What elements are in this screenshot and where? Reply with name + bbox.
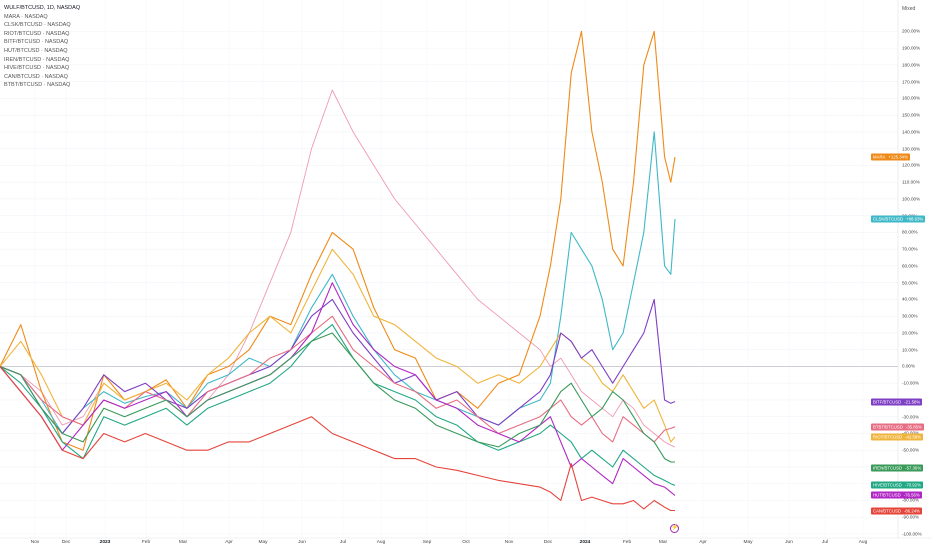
y-tick-label: -100.00% — [902, 531, 922, 537]
series-tag-name: CLSK/BTCUSD — [873, 216, 904, 222]
y-tick-label: -10.00% — [902, 380, 920, 386]
x-tick-label: Dec — [61, 540, 71, 545]
series-line-can[interactable] — [0, 366, 675, 512]
series-tag-name: BTBT/BTCUSD — [873, 424, 903, 430]
series-tag-value: +88.63% — [906, 216, 924, 222]
series-tag-value: -21.58% — [904, 399, 921, 405]
legend-item[interactable]: CAN/BTCUSD · NASDAQ — [4, 73, 68, 80]
y-tick-label: -90.00% — [902, 514, 920, 520]
scale-mode-label[interactable]: Mixed — [902, 6, 916, 12]
x-tick-label: Mar — [658, 540, 668, 545]
x-tick-label: Aug — [376, 540, 386, 545]
series-tag-value: -86.24% — [903, 508, 920, 514]
y-tick-label: -50.00% — [902, 447, 920, 453]
y-tick-label: 190.00% — [902, 45, 921, 51]
series-tag-value: -57.36% — [905, 465, 922, 471]
x-tick-label: Jun — [785, 540, 793, 545]
y-tick-label: 30.00% — [902, 313, 918, 319]
x-tick-label: Mar — [178, 540, 188, 545]
y-tick-label: 100.00% — [902, 196, 921, 202]
y-tick-label: 70.00% — [902, 246, 918, 252]
x-tick-label: Apr — [699, 540, 707, 545]
y-tick-label: 110.00% — [902, 179, 920, 185]
y-tick-label: 10.00% — [902, 347, 918, 353]
legend-item[interactable]: BTBT/BTCUSD · NASDAQ — [4, 82, 71, 89]
x-tick-label: Aug — [858, 540, 868, 545]
lightning-icon[interactable]: ⚡ — [670, 524, 679, 533]
legend-item[interactable]: HUT/BTCUSD · NASDAQ — [4, 47, 68, 54]
x-tick-label: Dec — [543, 540, 553, 545]
x-tick-label: Oct — [462, 540, 470, 545]
x-tick-label: Feb — [141, 540, 151, 545]
y-tick-label: 130.00% — [902, 146, 921, 152]
x-tick-label: 2024 — [579, 540, 591, 545]
legend-main-symbol[interactable]: WULF/BTCUSD, 1D, NASDAQ — [4, 5, 81, 11]
legend-item[interactable]: RIOT/BTCUSD · NASDAQ — [4, 30, 70, 37]
series-tag-iren[interactable]: IREN/BTCUSD -57.36% — [871, 464, 924, 472]
x-tick-label: Jul — [339, 540, 347, 545]
y-tick-label: 50.00% — [902, 280, 918, 286]
series-tag-name: IREN/BTCUSD — [873, 465, 903, 471]
series-tag-can[interactable]: CAN/BTCUSD -86.24% — [871, 507, 922, 515]
series-tag-hive[interactable]: HIVE/BTCUSD -70.92% — [871, 481, 923, 489]
series-tag-value: -70.92% — [904, 482, 921, 488]
x-tick-label: Nov — [30, 540, 40, 545]
series-line-hut[interactable] — [0, 282, 676, 496]
x-tick-label: May — [258, 540, 268, 545]
legend-item[interactable]: BITF/BTCUSD · NASDAQ — [4, 39, 69, 46]
series-tag-name: MARA — [873, 154, 886, 160]
y-tick-label: 160.00% — [902, 95, 921, 101]
series-tag-bitf[interactable]: BITF/BTCUSD -21.58% — [871, 398, 923, 406]
y-tick-label: 0.00% — [902, 363, 916, 369]
series-tag-value: +125.34% — [888, 154, 908, 160]
x-tick-label: May — [743, 540, 753, 545]
series-tag-btbt[interactable]: BTBT/BTCUSD -35.85% — [871, 423, 924, 431]
series-tag-clsk[interactable]: CLSK/BTCUSD +88.63% — [871, 215, 926, 223]
y-tick-label: 20.00% — [902, 330, 918, 336]
series-line-btbt[interactable] — [0, 315, 676, 443]
series-tag-hut[interactable]: HUT/BTCUSD -76.56% — [871, 491, 922, 499]
legend-item[interactable]: CLSK/BTCUSD · NASDAQ — [4, 22, 71, 29]
y-tick-label: 80.00% — [902, 229, 918, 235]
series-layer — [0, 30, 676, 512]
y-tick-label: 150.00% — [902, 112, 921, 118]
y-tick-label: 120.00% — [902, 162, 921, 168]
series-tag-name: RIOT/BTCUSD — [873, 434, 903, 440]
series-tag-name: HUT/BTCUSD — [873, 492, 901, 498]
y-tick-label: -80.00% — [902, 497, 920, 503]
x-tick-label: Feb — [622, 540, 632, 545]
chart-legend: WULF/BTCUSD, 1D, NASDAQ MARA · NASDAQ CL… — [4, 4, 80, 90]
y-tick-label: -30.00% — [902, 414, 920, 420]
series-tag-mara[interactable]: MARA +125.34% — [871, 153, 910, 161]
legend-item[interactable]: HIVE/BTCUSD · NASDAQ — [4, 65, 70, 72]
series-tag-name: BITF/BTCUSD — [873, 399, 902, 405]
series-tag-value: -35.85% — [905, 424, 922, 430]
series-tag-value: -42.58% — [905, 434, 922, 440]
y-tick-label: 180.00% — [902, 62, 921, 68]
series-tag-name: HIVE/BTCUSD — [873, 482, 902, 488]
y-tick-label: 200.00% — [902, 28, 921, 34]
series-tag-name: CAN/BTCUSD — [873, 508, 901, 514]
series-line-iren[interactable] — [0, 332, 675, 463]
x-tick-label: Sep — [422, 540, 432, 545]
series-tag-riot[interactable]: RIOT/BTCUSD -42.58% — [871, 433, 924, 441]
legend-item[interactable]: MARA · NASDAQ — [4, 13, 48, 20]
x-tick-label: Apr — [225, 540, 233, 545]
x-tick-label: 2023 — [99, 540, 111, 545]
y-tick-label: 170.00% — [902, 79, 921, 85]
series-line-riot[interactable] — [0, 248, 676, 443]
y-tick-label: 40.00% — [902, 296, 918, 302]
legend-item[interactable]: IREN/BTCUSD · NASDAQ — [4, 56, 70, 63]
x-tick-label: Jul — [821, 540, 829, 545]
x-tick-label: Nov — [504, 540, 514, 545]
y-tick-label: 140.00% — [902, 129, 921, 135]
y-tick-label: 60.00% — [902, 263, 918, 269]
series-line-hive[interactable] — [0, 324, 676, 486]
series-tag-value: -76.56% — [903, 492, 920, 498]
chart-grid — [0, 31, 898, 535]
x-tick-label: Jun — [298, 540, 306, 545]
